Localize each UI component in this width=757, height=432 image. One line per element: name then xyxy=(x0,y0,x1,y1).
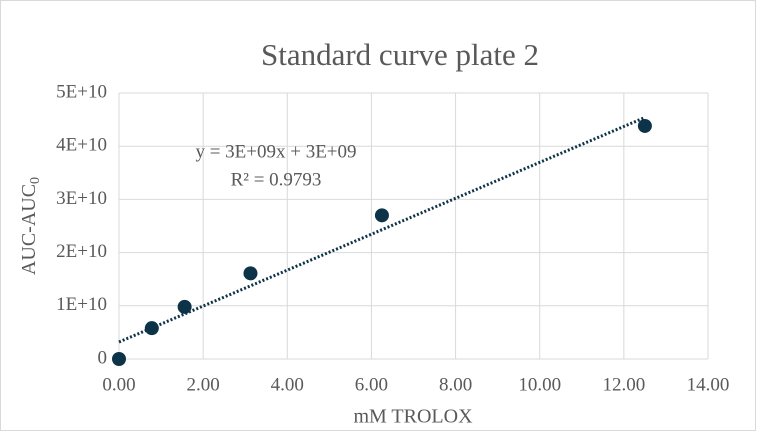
y-axis-label-sub: 0 xyxy=(28,177,43,184)
trend-equation: y = 3E+09x + 3E+09 xyxy=(195,141,356,162)
y-tick-label: 5E+10 xyxy=(56,81,107,102)
point xyxy=(374,208,389,223)
y-tick-label: 2E+10 xyxy=(56,241,107,262)
point xyxy=(112,352,126,366)
x-axis-label: mM TROLOX xyxy=(353,406,473,428)
x-tick-label: 4.00 xyxy=(271,374,304,395)
x-tick-label: 8.00 xyxy=(439,374,472,395)
x-tick-label: 10.00 xyxy=(518,374,561,395)
x-tick-label: 0.00 xyxy=(102,374,135,395)
y-tick-label: 0 xyxy=(98,347,108,368)
y-axis-label-main: AUC-AUC xyxy=(18,184,40,275)
y-tick-label: 3E+10 xyxy=(56,188,107,209)
trend-r-squared: R² = 0.9793 xyxy=(231,169,322,190)
y-tick-label: 1E+10 xyxy=(56,294,107,315)
x-tick-label: 14.00 xyxy=(687,374,730,395)
point xyxy=(144,321,159,336)
y-axis-label: AUC-AUC0 xyxy=(18,177,44,275)
chart-title: Standard curve plate 2 xyxy=(261,37,539,72)
point xyxy=(243,266,258,281)
x-tick-label: 6.00 xyxy=(355,374,388,395)
x-tick-label: 12.00 xyxy=(602,374,645,395)
point xyxy=(637,118,652,133)
trendline xyxy=(118,116,646,344)
point xyxy=(177,299,192,314)
y-tick-label: 4E+10 xyxy=(56,135,107,156)
x-tick-label: 2.00 xyxy=(187,374,220,395)
